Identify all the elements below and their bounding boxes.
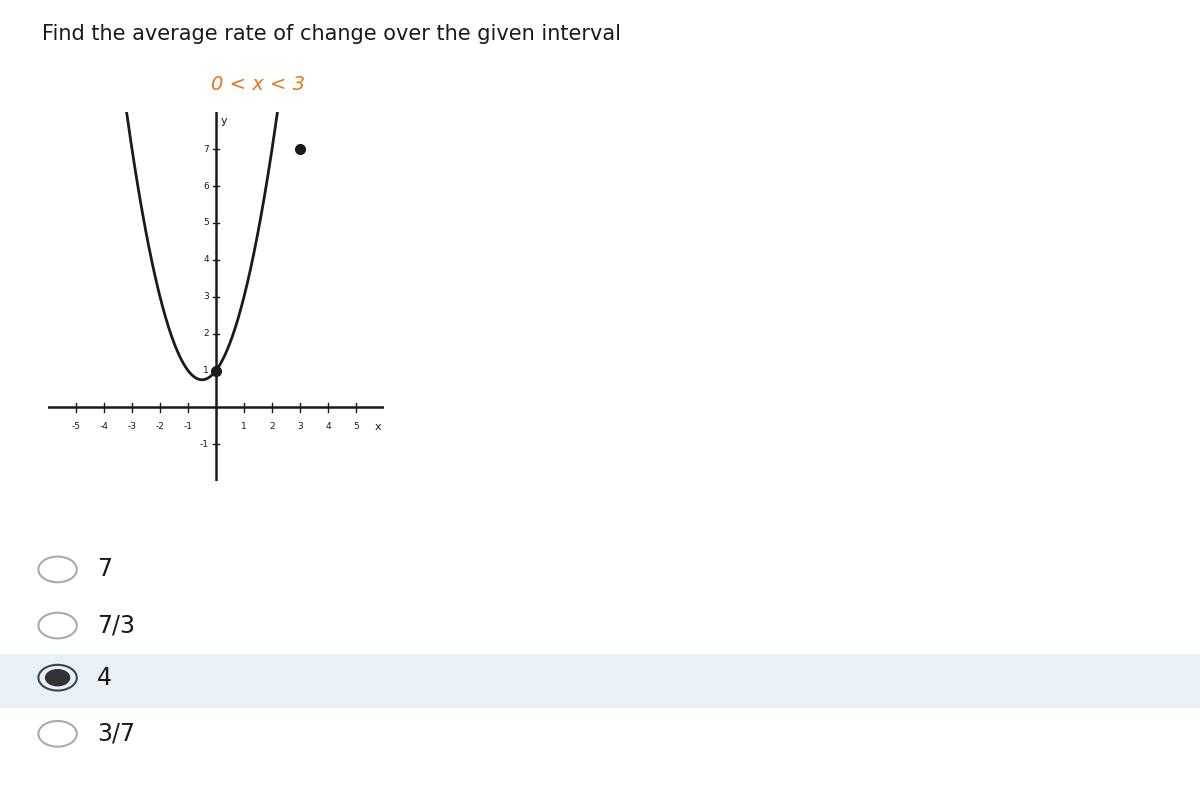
Text: 1: 1 xyxy=(241,422,247,431)
Text: -2: -2 xyxy=(156,422,164,431)
Text: 4: 4 xyxy=(203,255,209,265)
Text: 7: 7 xyxy=(97,557,113,581)
Text: 4: 4 xyxy=(325,422,331,431)
Text: -1: -1 xyxy=(200,439,209,449)
Text: Find the average rate of change over the given interval: Find the average rate of change over the… xyxy=(42,24,622,44)
Text: 3: 3 xyxy=(203,292,209,302)
Text: 4: 4 xyxy=(97,666,113,690)
Text: 3/7: 3/7 xyxy=(97,722,136,746)
Text: -3: -3 xyxy=(127,422,137,431)
Text: 1: 1 xyxy=(203,366,209,375)
Text: 6: 6 xyxy=(203,181,209,191)
Text: y: y xyxy=(221,116,227,126)
Text: 5: 5 xyxy=(203,218,209,228)
Text: -1: -1 xyxy=(184,422,192,431)
Text: -4: -4 xyxy=(100,422,108,431)
Text: 0 < x < 3: 0 < x < 3 xyxy=(211,75,305,94)
Text: 3: 3 xyxy=(298,422,302,431)
Text: 5: 5 xyxy=(353,422,359,431)
Text: 2: 2 xyxy=(269,422,275,431)
Text: 2: 2 xyxy=(203,329,209,338)
Text: x: x xyxy=(376,422,382,432)
Text: 7: 7 xyxy=(203,144,209,154)
Text: -5: -5 xyxy=(72,422,80,431)
Text: 7/3: 7/3 xyxy=(97,614,136,638)
